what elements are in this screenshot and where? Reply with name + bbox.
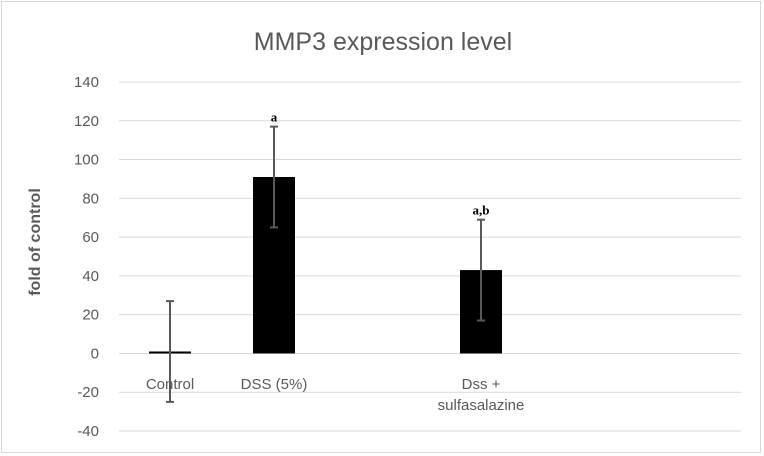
y-tick-label: 100 [74, 152, 99, 169]
y-tick-label: 80 [82, 190, 99, 207]
significance-label: a,b [473, 203, 490, 218]
y-tick-label: -20 [77, 384, 99, 401]
y-axis-label: fold of control [27, 188, 44, 296]
y-tick-label: 120 [74, 113, 99, 130]
error-bars [166, 125, 485, 403]
y-tick-label: 140 [74, 74, 99, 91]
y-tick-label: 40 [82, 268, 99, 285]
y-tick-label: -40 [77, 423, 99, 440]
category-label: Dss + [462, 376, 501, 393]
y-tick-labels: -40 -20 0 20 40 60 80 100 120 140 [74, 74, 99, 440]
significance-annotations: a a,b [271, 110, 490, 218]
category-labels: Control DSS (5%) Dss + sulfasalazine [146, 376, 525, 414]
category-label: Control [146, 376, 194, 393]
y-tick-label: 60 [82, 229, 99, 246]
category-label: DSS (5%) [241, 376, 308, 393]
bars [149, 177, 502, 354]
chart-title: MMP3 expression level [254, 28, 512, 56]
category-label: sulfasalazine [438, 397, 525, 414]
y-tick-label: 20 [82, 307, 99, 324]
significance-label: a [271, 110, 278, 125]
gridlines [119, 81, 741, 432]
y-tick-label: 0 [91, 345, 99, 362]
